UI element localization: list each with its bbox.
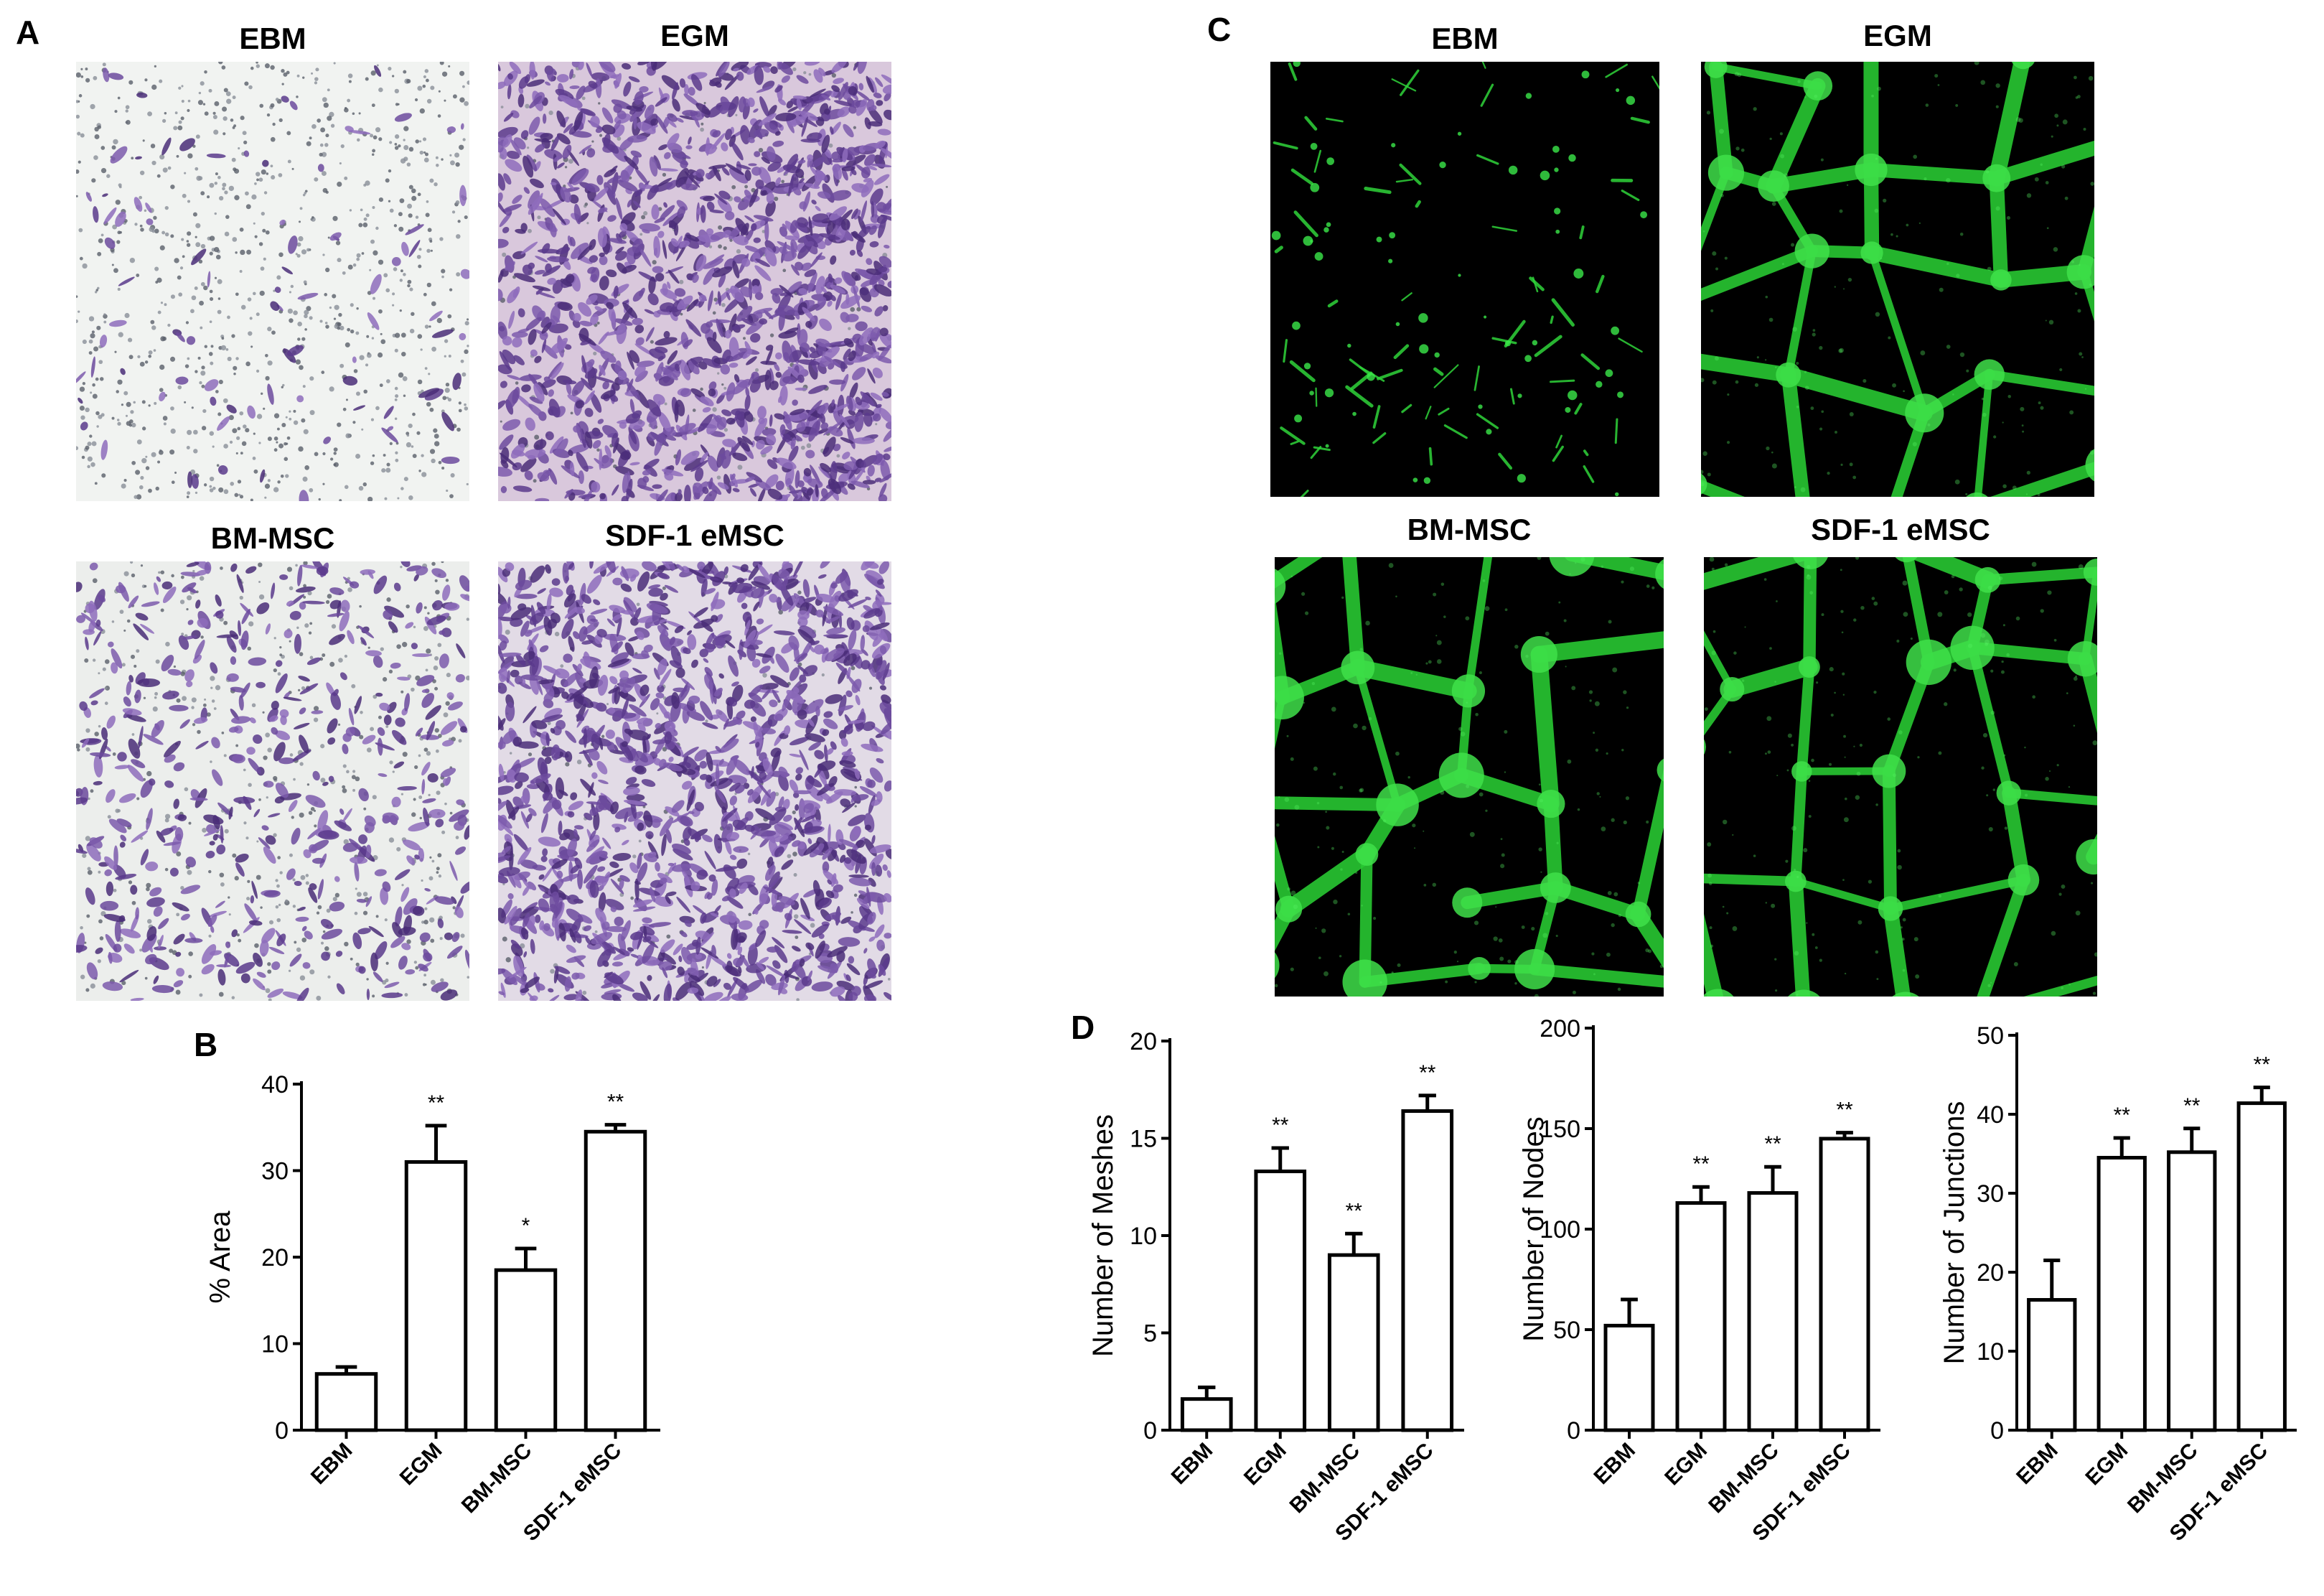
y-tick-label: 50 bbox=[1553, 1317, 1580, 1344]
x-tick-label: EBM bbox=[2012, 1439, 2062, 1489]
y-tick-label: 50 bbox=[1977, 1022, 2004, 1050]
panel-c-title-egm: EGM bbox=[1863, 19, 1932, 52]
x-tick-label: EBM bbox=[1167, 1439, 1217, 1489]
chart-d-junctions: 0 10 20 30 40 50 Number of Junctions EBM ** EGM **… bbox=[1931, 1005, 2318, 1579]
y-axis-label: Number of Meshes bbox=[1087, 1114, 1119, 1357]
chart-d-meshes: 0 5 10 15 20 Number of Meshes EBM ** EGM ** BM-MSC… bbox=[1077, 1005, 1493, 1579]
bar bbox=[2096, 1156, 2147, 1432]
panel-c-image-bm-msc bbox=[1275, 557, 1664, 997]
y-axis-label: Number of Junctions bbox=[1939, 1101, 1970, 1365]
bar bbox=[1327, 1253, 1380, 1432]
y-tick-label: 40 bbox=[261, 1071, 289, 1098]
x-tick-label: EBM bbox=[1589, 1439, 1639, 1489]
panel-a-image-sdf1-emsc bbox=[498, 561, 891, 1001]
x-tick-label: EGM bbox=[2081, 1439, 2133, 1490]
bar bbox=[314, 1372, 378, 1432]
x-tick-label: EGM bbox=[1240, 1439, 1291, 1490]
x-tick-label: BM-MSC bbox=[457, 1439, 537, 1518]
bar bbox=[1401, 1109, 1454, 1432]
panel-d-letter: D bbox=[1071, 1009, 1095, 1046]
y-tick-label: 0 bbox=[1143, 1417, 1157, 1445]
significance-marker: ** bbox=[1346, 1199, 1363, 1223]
panel-a-title-ebm: EBM bbox=[239, 22, 306, 55]
bar bbox=[2236, 1101, 2287, 1432]
y-tick-label: 10 bbox=[1977, 1338, 2004, 1366]
x-tick-label: BM-MSC bbox=[1285, 1439, 1365, 1518]
panel-a-title-bm-msc: BM-MSC bbox=[210, 521, 335, 555]
y-tick-label: 0 bbox=[275, 1417, 289, 1445]
y-tick-label: 15 bbox=[1130, 1126, 1157, 1153]
panel-a-image-ebm bbox=[76, 62, 469, 501]
panel-c-title-bm-msc: BM-MSC bbox=[1407, 513, 1532, 546]
bar bbox=[584, 1129, 647, 1432]
bar bbox=[1254, 1170, 1307, 1432]
x-tick-label: EBM bbox=[306, 1439, 357, 1489]
y-axis-label: % Area bbox=[205, 1210, 236, 1304]
bar bbox=[2167, 1150, 2217, 1432]
y-tick-label: 30 bbox=[1977, 1180, 2004, 1208]
panel-c-title-ebm: EBM bbox=[1431, 22, 1499, 55]
panel-a-title-sdf1-emsc: SDF-1 eMSC bbox=[605, 518, 784, 552]
panel-a-title-egm: EGM bbox=[660, 19, 729, 52]
panel-a-image-egm bbox=[498, 62, 891, 501]
y-tick-label: 40 bbox=[1977, 1101, 2004, 1129]
significance-marker: ** bbox=[1272, 1114, 1289, 1137]
panel-a-image-bm-msc bbox=[76, 561, 469, 1001]
panel-a-letter: A bbox=[16, 14, 40, 51]
panel-c-image-sdf1-emsc bbox=[1704, 557, 2097, 997]
y-tick-label: 5 bbox=[1143, 1320, 1157, 1348]
significance-marker: ** bbox=[1419, 1061, 1436, 1085]
bar bbox=[494, 1268, 558, 1432]
y-tick-label: 10 bbox=[261, 1331, 289, 1358]
significance-marker: * bbox=[522, 1214, 530, 1238]
bar bbox=[1603, 1323, 1655, 1432]
x-tick-label: EGM bbox=[1660, 1439, 1712, 1490]
y-tick-label: 30 bbox=[261, 1158, 289, 1185]
panel-c-letter: C bbox=[1207, 11, 1232, 48]
significance-marker: ** bbox=[607, 1091, 624, 1114]
y-tick-label: 20 bbox=[1977, 1259, 2004, 1287]
significance-marker: ** bbox=[1764, 1132, 1781, 1156]
y-tick-label: 0 bbox=[1567, 1417, 1580, 1445]
panel-c-image-egm bbox=[1701, 62, 2094, 497]
y-tick-label: 150 bbox=[1540, 1116, 1580, 1143]
y-tick-label: 20 bbox=[1130, 1028, 1157, 1055]
y-tick-label: 0 bbox=[1990, 1417, 2004, 1445]
bar bbox=[1180, 1397, 1233, 1432]
chart-b-percent-area: 0 10 20 30 40% Area EBM ** EGM * BM-MSC ** SDF-1 eM… bbox=[187, 1048, 703, 1565]
significance-marker: ** bbox=[1836, 1098, 1853, 1122]
bar bbox=[1747, 1191, 1799, 1432]
y-tick-label: 100 bbox=[1540, 1216, 1580, 1243]
x-tick-label: EGM bbox=[395, 1439, 447, 1490]
bar bbox=[1675, 1201, 1727, 1432]
y-tick-label: 20 bbox=[261, 1244, 289, 1271]
significance-marker: ** bbox=[2183, 1094, 2201, 1118]
bar bbox=[2027, 1298, 2077, 1432]
y-tick-label: 200 bbox=[1540, 1015, 1580, 1042]
bar bbox=[404, 1159, 468, 1432]
panel-c-title-sdf1-emsc: SDF-1 eMSC bbox=[1811, 513, 1990, 546]
panel-b-letter: B bbox=[194, 1026, 218, 1063]
bar bbox=[1819, 1137, 1870, 1432]
significance-marker: ** bbox=[1692, 1152, 1710, 1176]
significance-marker: ** bbox=[2114, 1103, 2131, 1127]
y-axis-label: Number of Nodes bbox=[1518, 1116, 1550, 1341]
significance-marker: ** bbox=[428, 1091, 445, 1115]
chart-d-nodes: 0 50 100 150 200 Number of Nodes EBM ** EGM ** BM-… bbox=[1507, 1005, 1909, 1579]
panel-c-image-ebm bbox=[1270, 62, 1659, 497]
significance-marker: ** bbox=[2254, 1053, 2271, 1077]
y-tick-label: 10 bbox=[1130, 1223, 1157, 1250]
